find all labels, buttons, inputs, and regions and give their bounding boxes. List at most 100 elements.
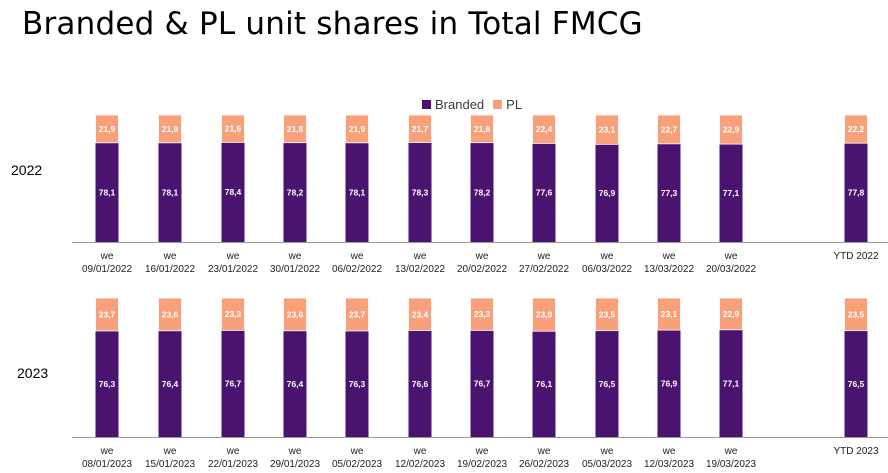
- data-label-branded-2022-9: 77,3: [661, 188, 678, 198]
- data-label-branded-2022-10: 77,1: [723, 188, 740, 198]
- data-label-branded-2022-7: 77,6: [536, 188, 553, 198]
- bar-branded-2023-4: [345, 330, 369, 437]
- bar-branded-2023-0: [95, 330, 119, 437]
- bar-pl-2023-2: [221, 297, 245, 331]
- bar-branded-2022-2: [221, 142, 245, 242]
- tick-label-line2-2023-2: 22/01/2023: [208, 459, 258, 470]
- tick-label-line1-2023-2: we: [226, 446, 240, 457]
- data-label-branded-2023-3: 76,4: [287, 379, 304, 389]
- data-label-branded-2023-10: 77,1: [723, 378, 740, 388]
- legend-swatch-branded: [422, 99, 431, 109]
- tick-label-line2-2022-2: 23/01/2022: [208, 264, 258, 275]
- bar-pl-2023-1: [158, 297, 182, 332]
- bar-branded-2023-6: [470, 330, 494, 437]
- tick-label-line1-2023-10: we: [724, 446, 738, 457]
- tick-label-line2-2023-4: 05/02/2023: [332, 459, 382, 470]
- data-label-branded-2023-1: 76,4: [162, 379, 179, 389]
- tick-label-line2-2022-8: 06/03/2022: [582, 264, 632, 275]
- tick-label-line2-2023-1: 15/01/2023: [145, 459, 195, 470]
- tick-label-line2-2023-0: 08/01/2023: [82, 459, 132, 470]
- tick-label-line2-2023-7: 26/02/2023: [519, 459, 569, 470]
- tick-label-line1-2022-6: we: [475, 251, 489, 262]
- data-label-pl-2022-1: 21,9: [162, 124, 179, 134]
- bar-branded-2022-5: [408, 142, 432, 242]
- data-label-pl-2022-7: 22,4: [536, 124, 553, 134]
- data-label-pl-2023-3: 23,6: [287, 309, 304, 319]
- data-label-branded-2022-5: 78,3: [412, 187, 429, 197]
- tick-label-line2-2022-9: 13/03/2022: [644, 264, 694, 275]
- bar-branded-2023-11: [844, 330, 868, 437]
- tick-label-line1-2023-4: we: [350, 446, 364, 457]
- bar-branded-2023-7: [532, 331, 556, 437]
- data-label-pl-2023-4: 23,7: [349, 309, 366, 319]
- data-label-branded-2023-8: 76,5: [599, 379, 616, 389]
- bar-branded-2022-8: [595, 144, 619, 242]
- data-label-pl-2023-8: 23,5: [599, 309, 616, 319]
- bar-pl-2023-11: [844, 297, 868, 332]
- tick-label-line2-2022-5: 13/02/2022: [395, 264, 445, 275]
- tick-label-line1-2023-9: we: [662, 446, 676, 457]
- legend-item-pl: PL: [493, 97, 522, 112]
- tick-label-line2-2023-3: 29/01/2023: [270, 459, 320, 470]
- bar-branded-2022-11: [844, 143, 868, 242]
- data-label-pl-2022-8: 23,1: [599, 125, 616, 135]
- tick-label-line1-2023-3: we: [288, 446, 302, 457]
- tick-label-line1-2022-5: we: [413, 251, 427, 262]
- bar-pl-2023-7: [532, 297, 556, 332]
- tick-label-line1-2023-8: we: [600, 446, 614, 457]
- tick-label-line2-2022-1: 16/01/2022: [145, 264, 195, 275]
- tick-label-line2-2023-5: 12/02/2023: [395, 459, 445, 470]
- tick-label-line1-2022-0: we: [100, 251, 114, 262]
- legend-label-pl: PL: [506, 96, 523, 112]
- data-label-branded-2022-8: 76,9: [599, 188, 616, 198]
- data-label-branded-2023-4: 76,3: [349, 379, 366, 389]
- tick-label-line1-2023-0: we: [100, 446, 114, 457]
- data-label-branded-2022-6: 78,2: [474, 187, 491, 197]
- tick-label-line2-2022-10: 20/03/2022: [706, 264, 756, 275]
- bar-pl-2022-6: [470, 114, 494, 144]
- data-label-pl-2023-6: 23,3: [474, 309, 491, 319]
- bar-pl-2022-8: [595, 114, 619, 145]
- legend: Branded PL: [422, 96, 531, 112]
- data-label-pl-2022-11: 22,2: [848, 124, 865, 134]
- data-label-pl-2023-10: 22,9: [723, 309, 740, 319]
- data-label-branded-2022-11: 77,8: [848, 188, 865, 198]
- bar-branded-2022-6: [470, 142, 494, 242]
- bar-pl-2022-11: [844, 114, 868, 144]
- bar-pl-2022-7: [532, 114, 556, 144]
- bar-branded-2023-5: [408, 330, 432, 437]
- legend-item-branded: Branded: [422, 97, 484, 112]
- data-label-pl-2022-6: 21,8: [474, 124, 491, 134]
- row-label-2023: 2023: [17, 365, 49, 381]
- data-label-pl-2023-1: 23,6: [162, 309, 179, 319]
- data-label-pl-2023-2: 23,3: [225, 309, 242, 319]
- data-label-branded-2023-0: 76,3: [99, 379, 116, 389]
- tick-label-line1-2022-4: we: [350, 251, 364, 262]
- bar-branded-2022-9: [657, 143, 681, 242]
- tick-label-line2-2022-4: 06/02/2022: [332, 264, 382, 275]
- tick-label-line1-2023-5: we: [413, 446, 427, 457]
- tick-label-line1-2022-8: we: [600, 251, 614, 262]
- tick-label-line1-2022-3: we: [288, 251, 302, 262]
- data-label-pl-2022-9: 22,7: [661, 124, 678, 134]
- data-label-branded-2023-9: 76,9: [661, 379, 678, 389]
- tick-label-line1-2023-6: we: [475, 446, 489, 457]
- tick-label-line1-2022-7: we: [537, 251, 551, 262]
- bar-branded-2022-1: [158, 142, 182, 242]
- data-label-branded-2022-0: 78,1: [99, 187, 116, 197]
- tick-label-line2-2023-9: 12/03/2023: [644, 459, 694, 470]
- chart-title: Branded & PL unit shares in Total FMCG: [22, 6, 643, 42]
- bar-pl-2023-9: [657, 297, 681, 331]
- data-label-branded-2023-2: 76,7: [225, 379, 242, 389]
- data-label-pl-2022-3: 21,8: [287, 124, 304, 134]
- bar-pl-2022-5: [408, 114, 432, 143]
- data-label-branded-2023-11: 76,5: [848, 379, 865, 389]
- row-label-2022: 2022: [11, 162, 43, 178]
- bar-branded-2023-2: [221, 330, 245, 437]
- bar-pl-2022-3: [283, 114, 307, 144]
- bar-pl-2022-9: [657, 114, 681, 145]
- bar-pl-2023-10: [719, 297, 743, 331]
- data-label-pl-2023-5: 23,4: [412, 309, 429, 319]
- data-label-pl-2022-5: 21,7: [412, 124, 429, 134]
